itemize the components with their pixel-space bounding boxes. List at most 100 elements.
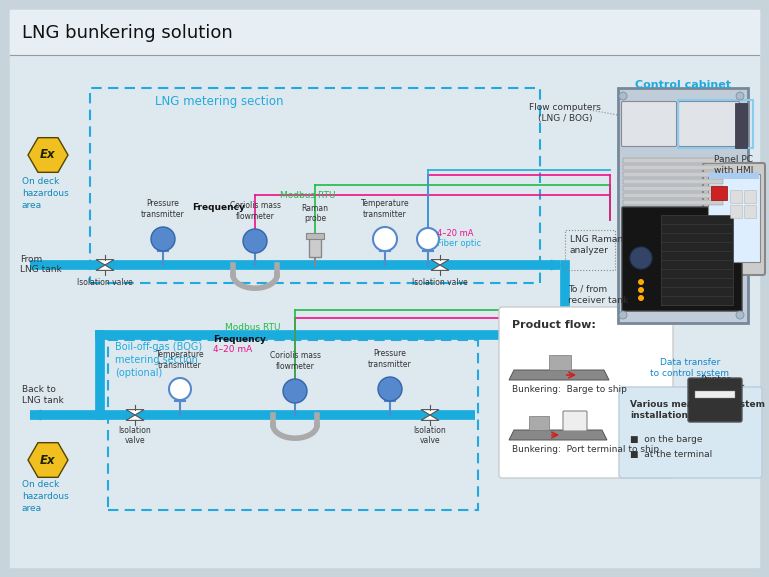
Bar [618, 88, 748, 323]
Text: Various measuring system
installations:: Various measuring system installations: [630, 400, 765, 420]
Text: Temperature
transmitter: Temperature transmitter [155, 350, 205, 370]
Bar [623, 193, 723, 198]
Bar [565, 230, 615, 270]
Text: Coriolis mass
flowmeter: Coriolis mass flowmeter [229, 201, 281, 221]
Text: Printer: Printer [700, 375, 731, 384]
Bar [661, 215, 733, 305]
Circle shape [736, 92, 744, 100]
FancyBboxPatch shape [731, 205, 743, 219]
Text: Pressure
transmitter: Pressure transmitter [141, 199, 185, 219]
Bar [90, 88, 540, 283]
Circle shape [243, 229, 267, 253]
Text: Isolation valve: Isolation valve [412, 278, 468, 287]
Bar [623, 179, 723, 184]
Text: ■  on the barge: ■ on the barge [630, 435, 703, 444]
FancyBboxPatch shape [563, 411, 587, 431]
Polygon shape [431, 265, 449, 271]
Bar [623, 186, 723, 191]
Text: Bunkering:  Barge to ship: Bunkering: Barge to ship [512, 385, 627, 394]
Text: Ex: Ex [40, 148, 56, 162]
FancyBboxPatch shape [688, 378, 742, 422]
Polygon shape [431, 260, 449, 265]
Polygon shape [421, 415, 439, 421]
Circle shape [169, 378, 191, 400]
Text: Modbus RTU: Modbus RTU [225, 324, 281, 332]
FancyBboxPatch shape [622, 207, 742, 311]
Polygon shape [421, 410, 439, 415]
Text: 4–20 mA: 4–20 mA [437, 228, 474, 238]
Text: Flow computers
(LNG / BOG): Flow computers (LNG / BOG) [529, 103, 601, 123]
Text: Coriolis mass
flowmeter: Coriolis mass flowmeter [269, 351, 321, 371]
Bar [309, 237, 321, 257]
Text: On deck
hazardous
area: On deck hazardous area [22, 480, 68, 512]
Bar [108, 340, 478, 510]
Circle shape [417, 228, 439, 250]
Polygon shape [509, 370, 609, 380]
Text: Isolation
valve: Isolation valve [414, 426, 446, 445]
Text: Pressure
transmitter: Pressure transmitter [368, 349, 412, 369]
Bar [709, 172, 759, 179]
Circle shape [736, 311, 744, 319]
Circle shape [638, 279, 644, 285]
Polygon shape [96, 260, 114, 265]
FancyBboxPatch shape [621, 102, 677, 147]
Circle shape [638, 287, 644, 293]
Text: LNG Raman
analyzer: LNG Raman analyzer [570, 235, 623, 255]
Polygon shape [509, 430, 607, 440]
FancyBboxPatch shape [499, 307, 673, 478]
Circle shape [630, 247, 652, 269]
Bar [623, 165, 723, 170]
Bar [529, 416, 549, 430]
Text: Temperature
transmitter: Temperature transmitter [361, 199, 409, 219]
FancyBboxPatch shape [744, 205, 757, 219]
Bar [623, 158, 723, 163]
Text: Back to
LNG tank: Back to LNG tank [22, 385, 64, 404]
Text: To / from
receiver tank: To / from receiver tank [568, 285, 628, 305]
Text: Isolation
valve: Isolation valve [118, 426, 151, 445]
Circle shape [638, 295, 644, 301]
Text: On deck
hazardous
area: On deck hazardous area [22, 177, 68, 209]
Bar [549, 355, 571, 370]
Text: Control cabinet: Control cabinet [635, 80, 731, 90]
Text: Boil-off-gas (BOG)
metering section
(optional): Boil-off-gas (BOG) metering section (opt… [115, 342, 202, 379]
Polygon shape [126, 415, 144, 421]
Bar [678, 100, 753, 148]
Circle shape [378, 377, 402, 401]
Text: 4–20 mA: 4–20 mA [213, 346, 252, 354]
Bar [711, 186, 727, 200]
Text: Frequency: Frequency [192, 204, 245, 212]
Text: Isolation valve: Isolation valve [77, 278, 133, 287]
FancyBboxPatch shape [619, 387, 762, 478]
Text: Ex: Ex [40, 454, 56, 466]
Circle shape [619, 311, 627, 319]
Text: LNG bunkering solution: LNG bunkering solution [22, 24, 233, 42]
Circle shape [373, 227, 397, 251]
Bar [623, 200, 723, 205]
FancyBboxPatch shape [708, 174, 760, 262]
Text: LNG metering section: LNG metering section [155, 95, 284, 108]
Bar [735, 103, 747, 148]
Text: Fiber optic: Fiber optic [437, 239, 481, 249]
FancyBboxPatch shape [744, 190, 757, 204]
Bar [306, 233, 324, 239]
Text: Data transfer
to control system: Data transfer to control system [651, 358, 730, 378]
Circle shape [619, 92, 627, 100]
Text: Product flow:: Product flow: [512, 320, 596, 330]
Circle shape [283, 379, 307, 403]
FancyBboxPatch shape [703, 163, 765, 275]
Text: From
LNG tank: From LNG tank [20, 255, 62, 275]
Polygon shape [96, 265, 114, 271]
Text: Panel PC
with HMI: Panel PC with HMI [714, 155, 754, 175]
FancyBboxPatch shape [731, 190, 743, 204]
Polygon shape [126, 410, 144, 415]
Text: Bunkering:  Port terminal to ship: Bunkering: Port terminal to ship [512, 445, 659, 454]
Bar [10, 10, 759, 55]
Bar [623, 172, 723, 177]
Text: ■  at the terminal: ■ at the terminal [630, 450, 712, 459]
Bar [695, 391, 735, 398]
Text: Modbus RTU: Modbus RTU [280, 192, 335, 200]
Circle shape [151, 227, 175, 251]
Text: Frequency: Frequency [213, 335, 266, 344]
Text: Raman
probe: Raman probe [301, 204, 328, 223]
FancyBboxPatch shape [678, 102, 740, 147]
